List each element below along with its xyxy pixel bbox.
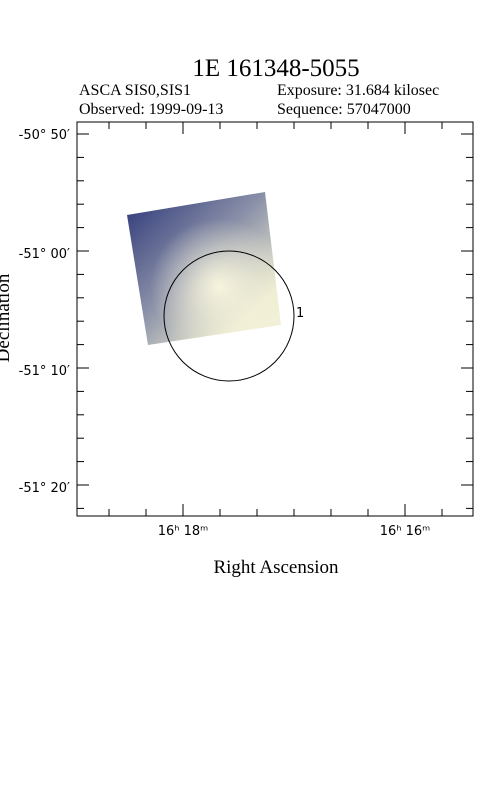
y-tick-label: -50° 50′ bbox=[19, 128, 70, 143]
sequence: Sequence: 57047000 bbox=[277, 101, 411, 118]
xray-glow bbox=[127, 192, 281, 345]
y-axis-label: Declination bbox=[0, 273, 14, 362]
source-label: 1 bbox=[296, 306, 304, 321]
observed: Observed: 1999-09-13 bbox=[79, 101, 223, 118]
y-tick-label: -51° 00′ bbox=[19, 247, 70, 262]
exposure: Exposure: 31.684 kilosec bbox=[277, 82, 439, 99]
y-tick-label: -51° 10′ bbox=[19, 364, 70, 379]
source-region bbox=[163, 250, 295, 382]
image bbox=[127, 192, 281, 345]
title: 1E 161348-5055 bbox=[192, 55, 359, 82]
x-tick-label: 16ʰ 16ᵐ bbox=[380, 524, 431, 539]
ticks bbox=[77, 122, 473, 516]
y-tick-label: -51° 20′ bbox=[19, 481, 70, 496]
instrument: ASCA SIS0,SIS1 bbox=[79, 82, 191, 99]
x-tick-label: 16ʰ 18ᵐ bbox=[158, 524, 209, 539]
plot-frame bbox=[76, 121, 474, 517]
x-axis-label: Right Ascension bbox=[213, 557, 339, 578]
